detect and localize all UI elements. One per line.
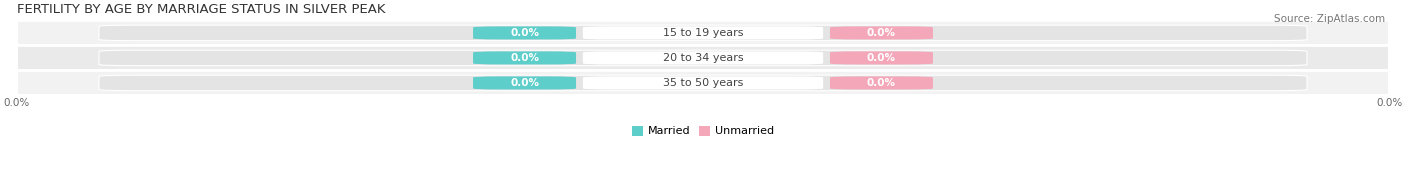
FancyBboxPatch shape: [583, 26, 823, 39]
Text: 0.0%: 0.0%: [510, 53, 538, 63]
FancyBboxPatch shape: [98, 25, 1308, 41]
Legend: Married, Unmarried: Married, Unmarried: [627, 121, 779, 141]
FancyBboxPatch shape: [583, 76, 823, 89]
FancyBboxPatch shape: [472, 76, 576, 89]
Text: Source: ZipAtlas.com: Source: ZipAtlas.com: [1274, 14, 1385, 24]
Text: 0.0%: 0.0%: [868, 28, 896, 38]
Text: 20 to 34 years: 20 to 34 years: [662, 53, 744, 63]
Text: 0.0%: 0.0%: [510, 28, 538, 38]
Bar: [17, 45, 1389, 70]
FancyBboxPatch shape: [830, 51, 934, 64]
FancyBboxPatch shape: [98, 75, 1308, 91]
FancyBboxPatch shape: [98, 50, 1308, 66]
Text: 0.0%: 0.0%: [510, 78, 538, 88]
Text: FERTILITY BY AGE BY MARRIAGE STATUS IN SILVER PEAK: FERTILITY BY AGE BY MARRIAGE STATUS IN S…: [17, 4, 385, 16]
Bar: [17, 20, 1389, 45]
Text: 35 to 50 years: 35 to 50 years: [662, 78, 744, 88]
Text: 0.0%: 0.0%: [868, 53, 896, 63]
FancyBboxPatch shape: [830, 26, 934, 39]
FancyBboxPatch shape: [472, 51, 576, 64]
Text: 0.0%: 0.0%: [868, 78, 896, 88]
Bar: [17, 70, 1389, 95]
Text: 15 to 19 years: 15 to 19 years: [662, 28, 744, 38]
FancyBboxPatch shape: [472, 26, 576, 39]
FancyBboxPatch shape: [830, 76, 934, 89]
FancyBboxPatch shape: [583, 51, 823, 64]
